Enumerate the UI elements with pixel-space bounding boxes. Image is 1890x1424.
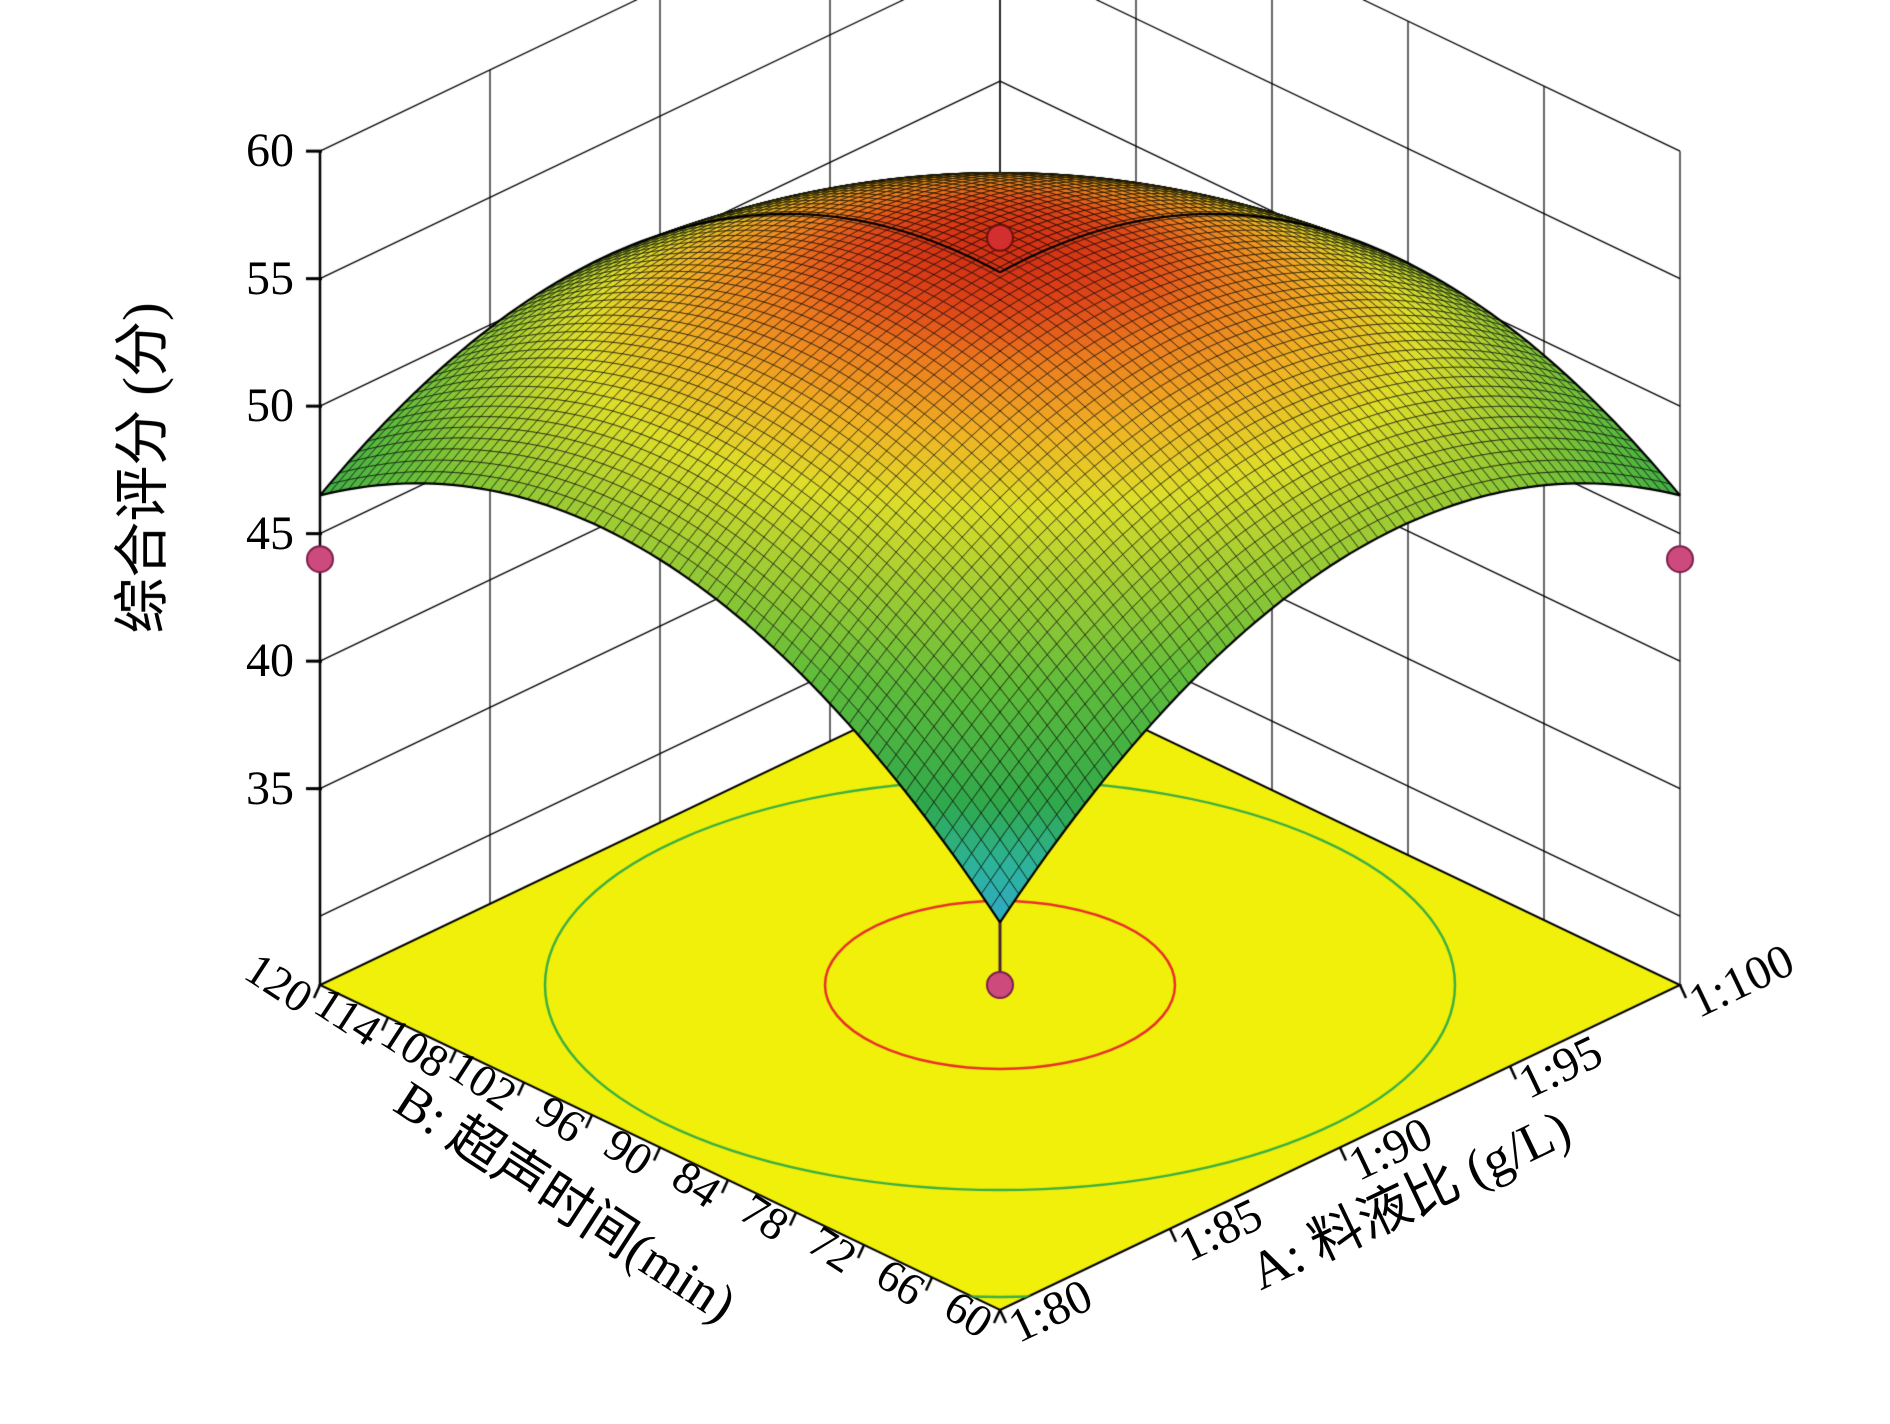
z-tick-label: 60 xyxy=(246,124,294,178)
z-tick-label: 50 xyxy=(246,379,294,433)
z-tick-label: 40 xyxy=(246,634,294,688)
z-axis-title: 综合评分 (分) xyxy=(112,302,175,634)
z-tick-label: 45 xyxy=(246,506,294,560)
z-tick-label: 55 xyxy=(246,251,294,305)
z-tick-label: 35 xyxy=(246,761,294,815)
